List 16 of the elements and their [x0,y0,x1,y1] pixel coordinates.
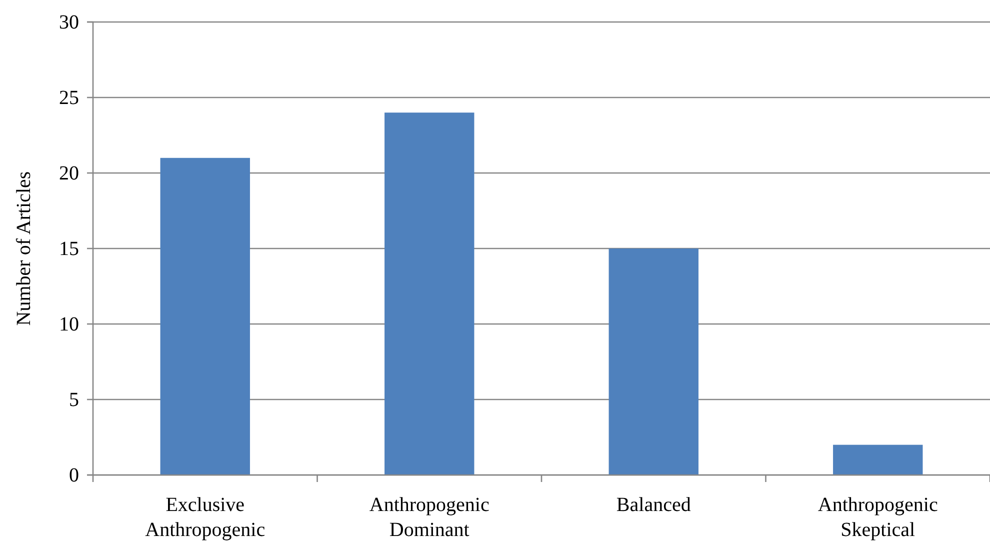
x-tick-label: Exclusive Anthropogenic [145,494,266,541]
bar [608,248,698,475]
x-tick-label: Anthropogenic Dominant [369,494,490,541]
bar [160,158,250,475]
y-tick-label: 25 [59,86,79,109]
y-tick-label: 10 [59,313,79,336]
y-tick-label: 20 [59,162,79,184]
y-tick-label: 5 [69,388,79,411]
y-tick-label: 30 [59,11,79,34]
y-axis-title: Number of Articles [13,171,35,326]
bar [833,444,923,475]
y-tick-label: 0 [69,464,79,486]
x-tick-label: Anthropogenic Skeptical [818,494,938,541]
y-tick-label: 15 [59,238,79,260]
x-tick-label: Balanced [616,494,691,516]
bar [384,112,474,475]
